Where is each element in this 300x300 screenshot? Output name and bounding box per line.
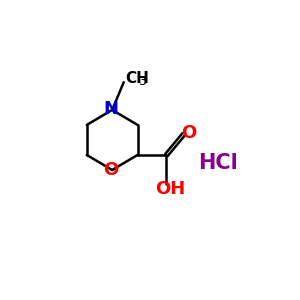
Text: O: O — [103, 161, 118, 179]
Text: CH: CH — [125, 70, 149, 86]
Text: 3: 3 — [138, 74, 146, 88]
Text: N: N — [103, 100, 118, 118]
Text: O: O — [181, 124, 196, 142]
Text: HCl: HCl — [199, 153, 238, 173]
Text: OH: OH — [155, 180, 185, 198]
